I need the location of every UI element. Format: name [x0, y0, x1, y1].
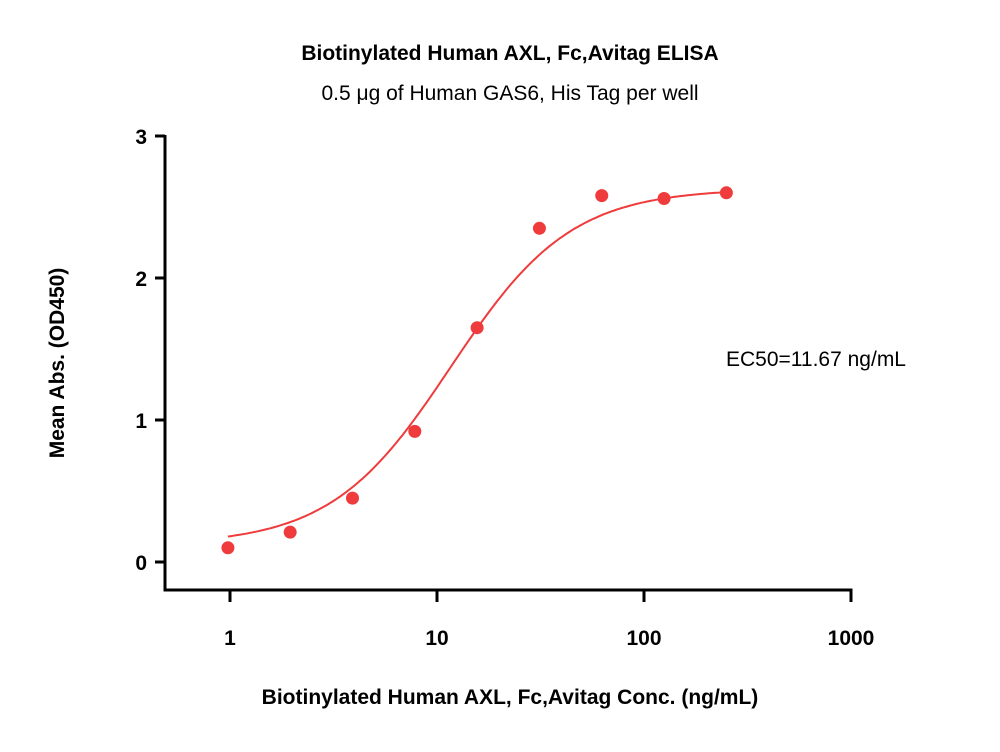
data-point — [532, 221, 546, 235]
data-point — [345, 491, 359, 505]
data-point — [221, 541, 235, 555]
y-tick-label: 0 — [135, 552, 147, 575]
data-point — [408, 424, 422, 438]
ec50-annotation: EC50=11.67 ng/mL — [726, 348, 906, 371]
data-point — [719, 186, 733, 200]
chart-subtitle: 0.5 μg of Human GAS6, His Tag per well — [321, 82, 698, 105]
y-tick-label: 3 — [135, 126, 147, 149]
data-points — [221, 186, 733, 555]
x-axis-label: Biotinylated Human AXL, Fc,Avitag Conc. … — [262, 686, 759, 709]
x-tick-label: 1000 — [828, 627, 875, 650]
chart-title: Biotinylated Human AXL, Fc,Avitag ELISA — [301, 42, 718, 65]
data-point — [657, 191, 671, 205]
axes: 0 1 2 3 1 10 100 1000 — [135, 126, 874, 650]
data-point — [283, 525, 297, 539]
x-tick-label: 1 — [224, 627, 236, 650]
y-tick-label: 1 — [135, 410, 147, 433]
fit-curve — [227, 191, 727, 538]
y-tick-label: 2 — [135, 268, 147, 291]
x-tick-label: 10 — [425, 627, 448, 650]
y-axis-label: Mean Abs. (OD450) — [46, 268, 69, 459]
data-point — [470, 321, 484, 335]
x-tick-label: 100 — [626, 627, 661, 650]
data-point — [595, 189, 609, 203]
